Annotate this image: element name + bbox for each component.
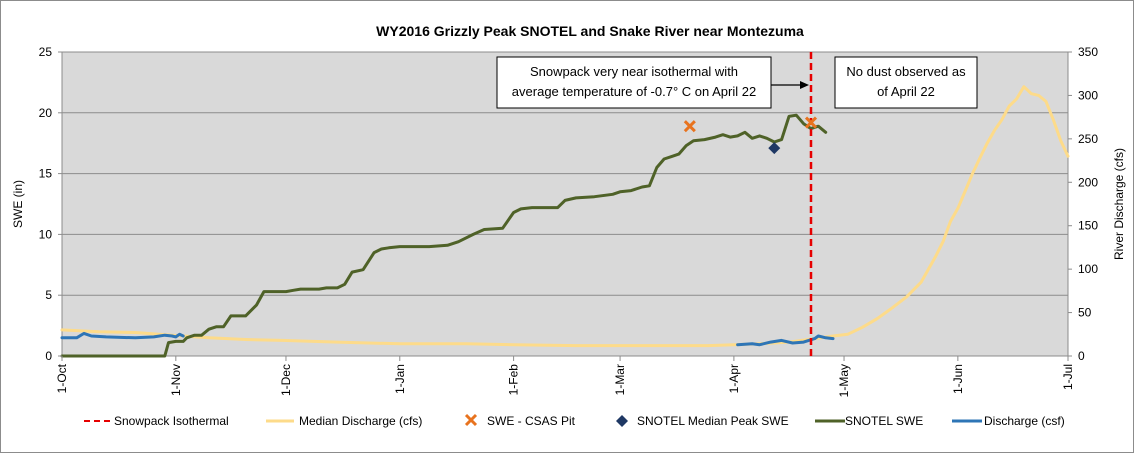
y-tick-label: 5: [45, 288, 52, 302]
x-tick-label: 1-Mar: [613, 364, 627, 395]
legend-item-swe-pit: SWE - CSAS Pit: [464, 413, 576, 428]
annotation-no-dust-box: [834, 56, 978, 109]
x-tick-label: 1-May: [837, 364, 851, 397]
annotation-isothermal-box: [496, 56, 772, 109]
y-tick-label: 20: [39, 106, 53, 120]
y2-tick-label: 0: [1078, 349, 1085, 363]
annotation-no-dust: No dust observed as of April 22: [834, 56, 978, 109]
annotation-arrow-head: [800, 81, 809, 89]
chart-title: WY2016 Grizzly Peak SNOTEL and Snake Riv…: [376, 23, 804, 39]
legend-item-median-peak: SNOTEL Median Peak SWE: [616, 414, 789, 428]
x-axis-ticks: 1-Oct 1-Nov 1-Dec 1-Jan 1-Feb 1-Mar 1-Apr 1-May…: [55, 356, 1075, 397]
legend-swatch-swe-pit: [464, 413, 478, 427]
series-layer: [60, 85, 1070, 358]
legend-label-median-discharge: Median Discharge (cfs): [299, 414, 422, 428]
x-tick-label: 1-Oct: [55, 363, 69, 393]
annotation-no-dust-line1: No dust observed as: [846, 64, 966, 79]
x-tick-label: 1-Jun: [951, 364, 965, 394]
annotation-isothermal: Snowpack very near isothermal with avera…: [496, 56, 809, 109]
legend-item-snotel-swe: SNOTEL SWE: [815, 414, 923, 428]
y2-tick-label: 350: [1078, 45, 1098, 59]
y-axis-label: SWE (in): [11, 180, 25, 228]
swe-pit-marker: [683, 120, 696, 133]
swe-pit-marker-stroke: [804, 116, 818, 129]
x-tick-label: 1-Nov: [169, 364, 183, 396]
gridlines: [62, 112, 1068, 296]
y2-tick-label: 50: [1078, 306, 1092, 320]
legend-label-discharge: Discharge (csf): [984, 414, 1065, 428]
legend-item-isothermal: Snowpack Isothermal: [84, 414, 229, 428]
legend-label-swe-pit: SWE - CSAS Pit: [487, 414, 576, 428]
swe-pit-marker-stroke: [683, 120, 696, 133]
y-axis-ticks: 0 5 10 15 20 25: [39, 45, 62, 363]
swe-pit-marker: [804, 116, 818, 129]
y2-tick-label: 100: [1078, 262, 1098, 276]
series-median-discharge-line: [60, 85, 1070, 348]
y2-axis-label: River Discharge (cfs): [1112, 148, 1126, 260]
y-tick-label: 0: [45, 349, 52, 363]
legend-label-isothermal: Snowpack Isothermal: [114, 414, 229, 428]
marker-layer: [683, 52, 818, 356]
median-peak-marker: [768, 142, 781, 155]
y2-tick-label: 200: [1078, 175, 1098, 189]
y2-tick-label: 300: [1078, 88, 1098, 102]
legend-swatch-median-peak: [616, 415, 628, 427]
annotation-isothermal-line1: Snowpack very near isothermal with: [530, 64, 738, 79]
series-discharge-line-segment-2: [736, 334, 835, 347]
x-tick-label: 1-Jul: [1061, 364, 1075, 390]
annotation-no-dust-line2: of April 22: [877, 84, 935, 99]
series-discharge-line-segment-1: [60, 331, 185, 340]
y-tick-label: 25: [39, 45, 53, 59]
legend: Snowpack Isothermal Median Discharge (cf…: [84, 413, 1065, 428]
y-tick-label: 10: [39, 227, 53, 241]
x-tick-label: 1-Feb: [507, 364, 521, 396]
legend-item-median-discharge: Median Discharge (cfs): [266, 414, 422, 428]
y-tick-label: 15: [39, 167, 53, 181]
y2-tick-label: 250: [1078, 132, 1098, 146]
legend-label-median-peak: SNOTEL Median Peak SWE: [637, 414, 789, 428]
x-tick-label: 1-Apr: [727, 364, 741, 393]
x-tick-label: 1-Dec: [279, 364, 293, 396]
legend-label-snotel-swe: SNOTEL SWE: [845, 414, 923, 428]
y2-axis-ticks: 0 50 100 150 200 250 300 350: [1068, 45, 1098, 363]
annotation-isothermal-line2: average temperature of -0.7° C on April …: [512, 84, 756, 99]
x-tick-label: 1-Jan: [393, 364, 407, 394]
y2-tick-label: 150: [1078, 219, 1098, 233]
legend-item-discharge: Discharge (csf): [952, 414, 1065, 428]
series-snotel-swe-line: [60, 113, 828, 358]
